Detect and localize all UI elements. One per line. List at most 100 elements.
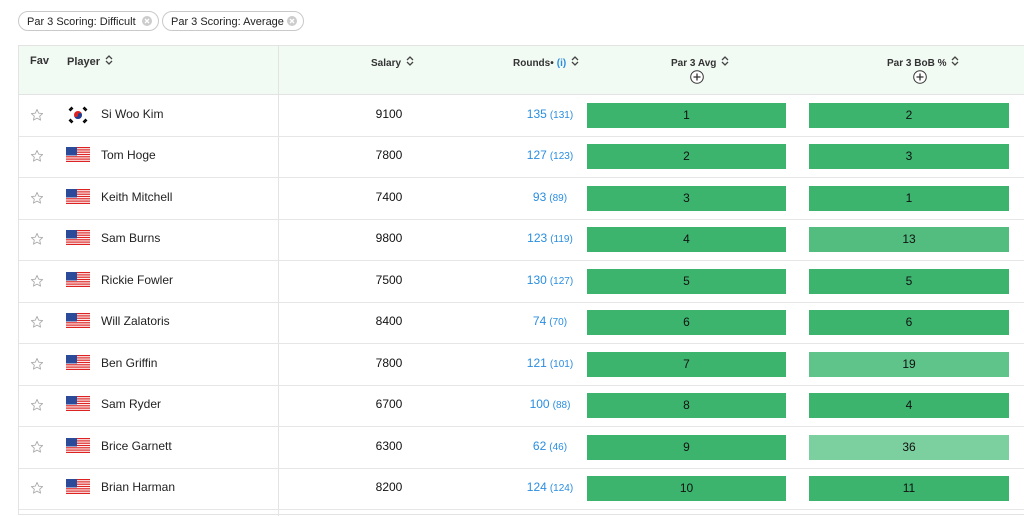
flag bbox=[66, 479, 90, 497]
rounds-alt: (46) bbox=[549, 441, 568, 453]
header-rounds[interactable]: Rounds• (i) bbox=[513, 56, 579, 69]
favorite-star[interactable] bbox=[30, 274, 44, 288]
rounds[interactable]: 121 (101) bbox=[500, 356, 600, 370]
rounds[interactable]: 74 (70) bbox=[500, 314, 600, 328]
rounds-count: 93 bbox=[532, 189, 547, 204]
salary: 7800 bbox=[375, 355, 403, 370]
favorite-star[interactable] bbox=[30, 357, 44, 371]
favorite-star[interactable] bbox=[30, 398, 44, 412]
flag bbox=[66, 230, 90, 248]
flag bbox=[66, 188, 90, 207]
rounds-alt: (101) bbox=[549, 358, 574, 370]
header-fav: Fav bbox=[30, 55, 49, 67]
rounds[interactable]: 93 (89) bbox=[500, 190, 600, 204]
avg-cell: 2 bbox=[587, 144, 786, 170]
flag bbox=[66, 271, 90, 290]
salary: 7400 bbox=[375, 189, 403, 204]
rounds[interactable]: 130 (127) bbox=[500, 273, 600, 287]
header-bob[interactable]: Par 3 BoB % bbox=[887, 56, 959, 69]
rounds[interactable]: 62 (46) bbox=[500, 439, 600, 453]
rounds-alt: (89) bbox=[549, 192, 568, 204]
bob-cell: 19 bbox=[809, 351, 1009, 377]
flag bbox=[66, 313, 90, 331]
salary: 8200 bbox=[375, 480, 403, 495]
sort-icon[interactable] bbox=[951, 56, 959, 69]
rounds[interactable]: 123 (119) bbox=[500, 231, 600, 245]
bob-cell: 36 bbox=[809, 434, 1009, 460]
avg-cell: 5 bbox=[587, 268, 786, 294]
player-name[interactable]: Ben Griffin bbox=[101, 355, 158, 370]
flag bbox=[66, 354, 90, 373]
favorite-star[interactable] bbox=[30, 149, 44, 163]
bob-cell: 1 bbox=[809, 185, 1009, 211]
sort-icon[interactable] bbox=[571, 56, 579, 69]
sort-icon[interactable] bbox=[406, 56, 414, 69]
filter-chip: Par 3 Scoring: Difficult bbox=[18, 11, 159, 31]
header-player[interactable]: Player bbox=[67, 55, 113, 68]
avg-cell: 8 bbox=[587, 393, 786, 419]
favorite-star[interactable] bbox=[30, 191, 44, 205]
player-name[interactable]: Tom Hoge bbox=[101, 148, 156, 163]
rounds[interactable]: 100 (88) bbox=[500, 397, 600, 411]
rounds[interactable]: 127 (123) bbox=[500, 148, 600, 162]
player-name[interactable]: Sam Burns bbox=[101, 231, 161, 246]
salary: 7500 bbox=[375, 272, 403, 287]
salary: 6700 bbox=[375, 397, 403, 412]
player-name[interactable]: Si Woo Kim bbox=[101, 106, 164, 121]
filter-label: Par 3 Scoring: Average bbox=[171, 16, 284, 28]
bob-cell: 6 bbox=[809, 310, 1009, 336]
header-salary-label: Salary bbox=[371, 58, 402, 69]
favorite-star[interactable] bbox=[30, 232, 44, 246]
rounds-count: 135 bbox=[526, 106, 547, 121]
salary: 9100 bbox=[375, 106, 403, 121]
flag bbox=[66, 147, 90, 165]
player-name[interactable]: Keith Mitchell bbox=[101, 189, 173, 204]
row-divider bbox=[19, 343, 1024, 344]
add-column[interactable] bbox=[690, 70, 704, 84]
avg-cell: 7 bbox=[587, 351, 786, 377]
add-column[interactable] bbox=[913, 70, 927, 84]
row-divider bbox=[19, 426, 1024, 427]
rounds-alt: (127) bbox=[549, 275, 574, 287]
salary: 7800 bbox=[375, 148, 403, 163]
bob-cell: 13 bbox=[809, 227, 1009, 253]
sort-icon[interactable] bbox=[105, 55, 113, 68]
avg-cell: 9 bbox=[587, 434, 786, 460]
header-avg[interactable]: Par 3 Avg bbox=[671, 56, 729, 69]
player-name[interactable]: Rickie Fowler bbox=[101, 272, 174, 287]
header-avg-label: Par 3 Avg bbox=[671, 58, 717, 69]
bob-cell: 3 bbox=[809, 144, 1009, 170]
player-name[interactable]: Will Zalatoris bbox=[101, 314, 170, 329]
rounds-alt: (70) bbox=[549, 317, 568, 329]
row-divider bbox=[19, 260, 1024, 261]
header-salary[interactable]: Salary bbox=[371, 56, 414, 69]
rounds-count: 121 bbox=[526, 355, 547, 370]
row-divider bbox=[19, 301, 1024, 303]
rounds-info[interactable]: (i) bbox=[556, 58, 567, 69]
rounds[interactable]: 135 (131) bbox=[500, 107, 600, 121]
bob-cell: 5 bbox=[809, 268, 1009, 294]
header-bob-label: Par 3 BoB % bbox=[887, 58, 947, 69]
avg-cell: 6 bbox=[587, 310, 786, 336]
player-name[interactable]: Brice Garnett bbox=[101, 438, 172, 453]
favorite-star[interactable] bbox=[30, 108, 44, 122]
filter-remove[interactable] bbox=[287, 16, 297, 26]
avg-cell: 4 bbox=[587, 227, 786, 253]
player-name[interactable]: Brian Harman bbox=[101, 480, 176, 495]
favorite-star[interactable] bbox=[30, 440, 44, 454]
favorite-star[interactable] bbox=[30, 481, 44, 495]
sort-icon[interactable] bbox=[721, 56, 729, 69]
column-divider bbox=[278, 46, 279, 516]
rounds-count: 123 bbox=[527, 231, 548, 246]
rounds[interactable]: 124 (124) bbox=[500, 480, 600, 494]
filter-remove[interactable] bbox=[142, 16, 152, 26]
avg-cell: 10 bbox=[587, 476, 786, 502]
player-name[interactable]: Sam Ryder bbox=[101, 397, 162, 412]
favorite-star[interactable] bbox=[30, 315, 44, 329]
salary: 9800 bbox=[375, 231, 403, 246]
row-divider bbox=[19, 509, 1024, 510]
row-divider bbox=[19, 177, 1024, 178]
rounds-count: 124 bbox=[526, 480, 547, 495]
rounds-count: 130 bbox=[526, 272, 547, 287]
